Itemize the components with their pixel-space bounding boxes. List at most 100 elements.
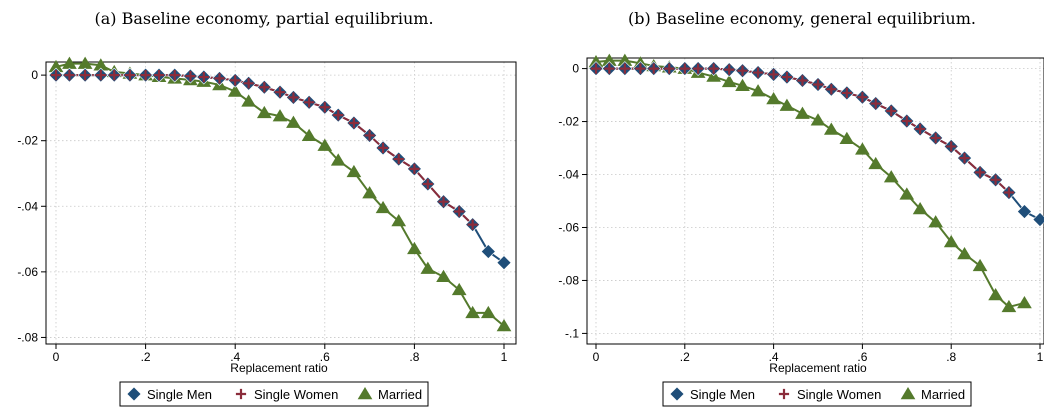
y-tick-label: -.02 — [558, 115, 579, 129]
point-married — [93, 58, 109, 71]
point-single-women — [169, 70, 180, 81]
x-tick-label: .6 — [857, 350, 867, 364]
point-single-women — [364, 130, 375, 141]
markers-a — [49, 57, 512, 332]
y-tick-label: -.02 — [17, 134, 38, 148]
fit-line-single-women — [56, 74, 474, 226]
y-tick-label: -.08 — [17, 330, 38, 344]
point-married — [317, 138, 333, 151]
point-single-women — [797, 75, 808, 86]
point-single-women — [288, 92, 299, 103]
point-single-women — [348, 117, 360, 129]
x-tick-label: .8 — [409, 350, 419, 364]
y-tick-label: 0 — [572, 62, 579, 76]
point-single-men — [496, 255, 512, 271]
point-married — [1017, 295, 1032, 309]
x-tick-label: 0 — [593, 350, 600, 364]
point-married — [496, 318, 512, 332]
point-married — [330, 153, 346, 166]
x-tick-label: .2 — [141, 350, 151, 364]
point-married — [943, 235, 959, 248]
plot-frame-b — [586, 57, 1044, 345]
point-single-women — [304, 97, 315, 108]
x-tick-label: 0 — [53, 350, 60, 364]
point-married — [855, 142, 870, 155]
point-married — [1001, 299, 1017, 313]
point-married — [391, 214, 407, 227]
point-single-women — [333, 110, 344, 121]
point-married — [899, 187, 915, 200]
panel-a: (a) Baseline economy, partial equilibriu… — [17, 9, 517, 407]
point-single-women — [64, 70, 75, 81]
point-married — [588, 54, 604, 68]
fit-line-married — [595, 59, 1025, 309]
point-single-women — [737, 65, 748, 76]
x-axis-label-b: Replacement ratio — [769, 361, 867, 375]
point-single-women — [243, 78, 254, 89]
y-tick-label: -.04 — [558, 168, 579, 182]
legend-label: Single Men — [147, 387, 212, 402]
point-married — [721, 74, 737, 88]
caption-b: (b) Baseline economy, general equilibriu… — [628, 9, 976, 28]
point-single-women — [319, 102, 330, 113]
point-single-women — [1003, 187, 1015, 198]
legend-label: Married — [378, 387, 422, 402]
point-single-women — [438, 196, 449, 207]
point-married — [839, 131, 855, 145]
point-married — [779, 98, 795, 111]
point-single-women — [140, 70, 151, 81]
fit-line-single-men — [56, 74, 505, 264]
x-tick-label: 1 — [1037, 350, 1044, 364]
point-single-women — [604, 63, 615, 74]
point-married — [795, 106, 810, 119]
point-single-women — [781, 71, 793, 83]
point-single-women — [635, 63, 646, 74]
legend-label: Single Women — [797, 387, 881, 402]
point-single-women — [153, 70, 165, 81]
point-married — [465, 305, 480, 319]
y-tick-label: -.08 — [558, 273, 579, 287]
legend-marker-single-men — [669, 386, 685, 402]
point-single-women — [708, 63, 719, 74]
y-axis-a: 0 -.02 -.04 -.06 -.08 — [17, 68, 46, 344]
x-axis-label-a: Replacement ratio — [230, 361, 328, 375]
y-tick-label: 0 — [31, 68, 38, 82]
x-tick-label: .8 — [946, 350, 956, 364]
point-married — [272, 109, 288, 122]
point-single-women — [230, 75, 241, 86]
point-married — [77, 56, 93, 69]
caption-a: (a) Baseline economy, partial equilibriu… — [94, 9, 433, 28]
point-single-women — [590, 63, 602, 74]
plot-frame-a — [45, 61, 517, 345]
x-axis-b: 0 .2 .4 .6 .8 1 — [593, 344, 1044, 364]
point-single-women — [80, 70, 91, 81]
point-married — [480, 305, 496, 319]
point-married — [928, 215, 944, 228]
point-single-women — [826, 84, 837, 95]
point-single-women — [393, 153, 404, 165]
point-single-women — [841, 87, 852, 99]
point-single-women — [990, 174, 1001, 185]
point-single-women — [886, 105, 897, 117]
x-tick-label: .4 — [769, 350, 779, 364]
point-single-women — [454, 206, 465, 217]
point-single-women — [422, 178, 433, 190]
legend-marker-married — [900, 387, 916, 400]
point-married — [601, 53, 617, 66]
legend-marker-married — [357, 387, 373, 400]
y-tick-label: -.06 — [17, 265, 38, 279]
point-single-men — [1032, 212, 1044, 227]
point-single-women — [812, 79, 824, 90]
point-married — [617, 53, 633, 66]
point-single-women — [974, 167, 986, 178]
point-single-women — [95, 70, 106, 81]
point-single-women — [619, 63, 630, 74]
point-married — [420, 261, 436, 274]
point-single-women — [679, 63, 690, 74]
x-tick-label: .6 — [320, 350, 330, 364]
point-single-women — [124, 70, 136, 81]
point-married — [436, 269, 451, 283]
point-single-women — [214, 73, 225, 84]
legend-label: Married — [921, 387, 965, 402]
legend-b: Single Men Single Women Married — [662, 381, 972, 407]
